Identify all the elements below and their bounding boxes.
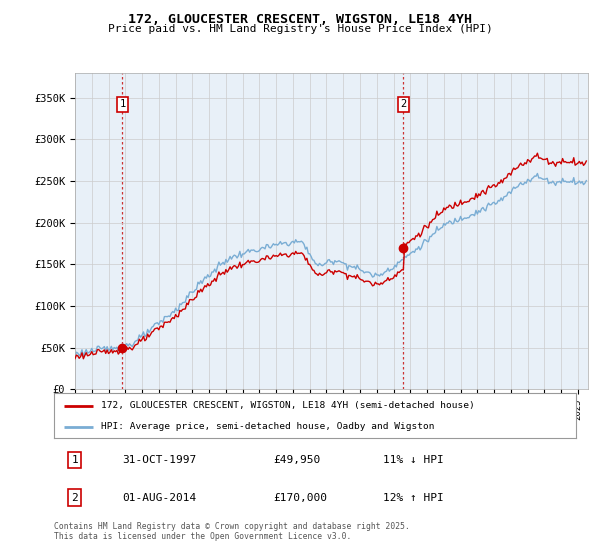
Text: 31-OCT-1997: 31-OCT-1997 bbox=[122, 455, 196, 465]
Text: 2: 2 bbox=[400, 100, 407, 109]
Text: 1: 1 bbox=[119, 100, 125, 109]
Text: 2: 2 bbox=[71, 493, 78, 502]
Text: 11% ↓ HPI: 11% ↓ HPI bbox=[383, 455, 443, 465]
Text: HPI: Average price, semi-detached house, Oadby and Wigston: HPI: Average price, semi-detached house,… bbox=[101, 422, 434, 431]
Text: Contains HM Land Registry data © Crown copyright and database right 2025.
This d: Contains HM Land Registry data © Crown c… bbox=[54, 522, 410, 542]
Text: 172, GLOUCESTER CRESCENT, WIGSTON, LE18 4YH: 172, GLOUCESTER CRESCENT, WIGSTON, LE18 … bbox=[128, 13, 472, 26]
Text: £170,000: £170,000 bbox=[273, 493, 327, 502]
Text: 12% ↑ HPI: 12% ↑ HPI bbox=[383, 493, 443, 502]
Text: 1: 1 bbox=[71, 455, 78, 465]
Text: Price paid vs. HM Land Registry's House Price Index (HPI): Price paid vs. HM Land Registry's House … bbox=[107, 24, 493, 34]
Text: 172, GLOUCESTER CRESCENT, WIGSTON, LE18 4YH (semi-detached house): 172, GLOUCESTER CRESCENT, WIGSTON, LE18 … bbox=[101, 401, 475, 410]
Text: 01-AUG-2014: 01-AUG-2014 bbox=[122, 493, 196, 502]
Text: £49,950: £49,950 bbox=[273, 455, 320, 465]
